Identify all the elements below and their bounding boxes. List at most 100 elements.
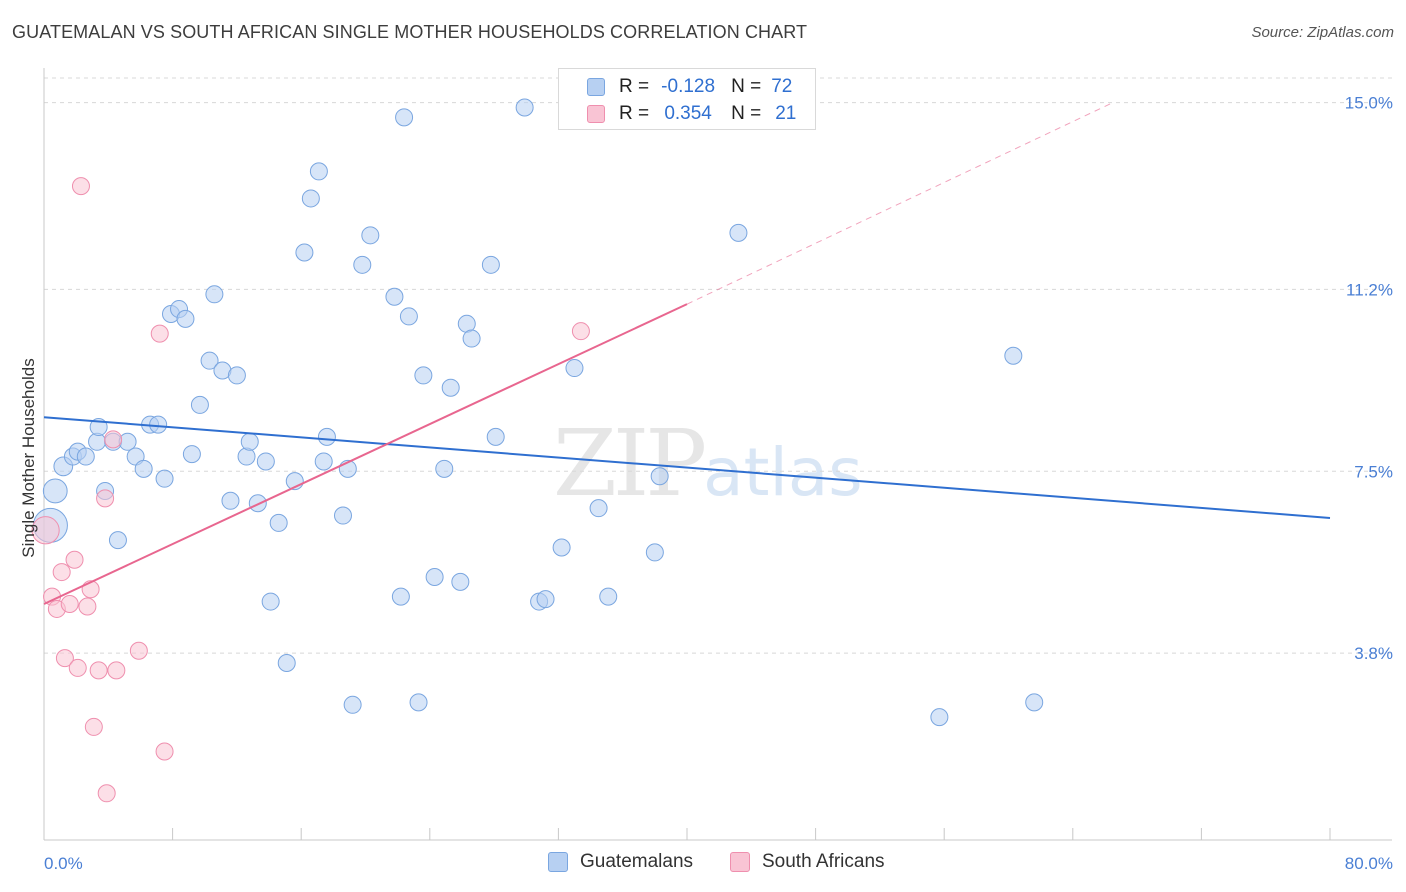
data-point-south-africans xyxy=(104,430,123,449)
series-south-africans xyxy=(31,177,590,803)
stats-row-guatemalans: R = -0.128 N = 72 xyxy=(559,73,792,101)
r-value: -0.128 xyxy=(661,76,716,97)
data-point-guatemalans xyxy=(200,351,219,370)
data-point-guatemalans xyxy=(441,378,460,397)
n-value: 21 xyxy=(775,103,797,124)
legend-item-south-africans: South Africans xyxy=(730,851,885,873)
legend-label-guatemalans: Guatemalans xyxy=(580,851,694,872)
data-point-guatemalans xyxy=(361,226,380,245)
x-tick-label: 80.0% xyxy=(1345,854,1393,873)
data-point-guatemalans xyxy=(391,587,410,606)
legend-swatch-blue xyxy=(548,852,568,872)
data-point-south-africans xyxy=(55,649,74,668)
stats-legend: R = -0.128 N = 72 R = 0.354 N = 21 xyxy=(558,68,816,130)
data-point-south-africans xyxy=(65,550,84,569)
legend-swatch-pink xyxy=(587,105,605,123)
n-label: N = xyxy=(731,103,762,124)
data-point-guatemalans xyxy=(565,359,584,378)
y-tick-labels: 3.8% 7.5% 11.2% 15.0% xyxy=(1345,94,1393,664)
trend-line-guatemalans xyxy=(43,416,1331,519)
x-tick-labels: 0.0% 80.0% xyxy=(44,854,1393,873)
r-label: R = xyxy=(619,103,650,124)
data-point-guatemalans xyxy=(552,538,571,557)
series-guatemalans xyxy=(32,98,1044,727)
data-point-guatemalans xyxy=(269,513,288,532)
data-point-guatemalans xyxy=(149,415,168,434)
watermark: ZIPatlas xyxy=(553,410,863,517)
data-point-guatemalans xyxy=(435,459,454,478)
n-label: N = xyxy=(731,76,762,97)
data-point-south-africans xyxy=(52,563,71,582)
data-point-south-africans xyxy=(68,658,87,677)
source-label: Source: ZipAtlas.com xyxy=(1251,24,1394,41)
data-point-guatemalans xyxy=(481,255,500,274)
data-point-guatemalans xyxy=(395,108,414,127)
trend-lines xyxy=(43,102,1331,605)
chart-title: GUATEMALAN VS SOUTH AFRICAN SINGLE MOTHE… xyxy=(12,22,808,42)
data-point-guatemalans xyxy=(256,452,275,471)
data-point-south-africans xyxy=(150,324,169,343)
data-point-south-africans xyxy=(155,742,174,761)
stats-row-south-africans: R = 0.354 N = 21 xyxy=(559,100,796,128)
data-point-guatemalans xyxy=(589,499,608,518)
data-point-guatemalans xyxy=(645,543,664,562)
data-point-guatemalans xyxy=(176,309,195,328)
data-point-guatemalans xyxy=(414,366,433,385)
data-point-guatemalans xyxy=(134,459,153,478)
legend-swatch-pink xyxy=(730,852,750,872)
x-tick-label: 0.0% xyxy=(44,854,83,873)
watermark-atlas: atlas xyxy=(703,434,863,511)
data-point-guatemalans xyxy=(486,427,505,446)
data-point-guatemalans xyxy=(261,592,280,611)
data-point-guatemalans xyxy=(409,693,428,712)
data-point-guatemalans xyxy=(451,572,470,591)
axes xyxy=(43,68,1392,841)
data-point-south-africans xyxy=(96,489,115,508)
legend-swatch-blue xyxy=(587,78,605,96)
legend-label-south-africans: South Africans xyxy=(762,851,885,872)
data-point-south-africans xyxy=(107,661,126,680)
data-point-guatemalans xyxy=(314,452,333,471)
r-label: R = xyxy=(619,76,650,97)
data-point-guatemalans xyxy=(295,243,314,262)
data-point-guatemalans xyxy=(425,567,444,586)
data-point-guatemalans xyxy=(182,445,201,464)
data-point-guatemalans xyxy=(650,467,669,486)
data-point-guatemalans xyxy=(108,531,127,550)
data-point-south-africans xyxy=(84,717,103,736)
data-point-south-africans xyxy=(89,661,108,680)
legend-item-guatemalans: Guatemalans xyxy=(548,851,693,873)
data-point-guatemalans xyxy=(190,395,209,414)
y-tick-label: 7.5% xyxy=(1354,462,1393,481)
data-point-guatemalans xyxy=(515,98,534,117)
data-point-guatemalans xyxy=(536,590,555,609)
data-point-guatemalans xyxy=(227,366,246,385)
y-tick-label: 11.2% xyxy=(1346,280,1393,299)
data-point-guatemalans xyxy=(462,329,481,348)
r-value: 0.354 xyxy=(664,103,712,124)
trend-line-south-africans xyxy=(43,303,688,605)
y-axis-label: Single Mother Households xyxy=(19,358,38,557)
data-point-guatemalans xyxy=(317,427,336,446)
data-point-south-africans xyxy=(71,177,90,196)
y-tick-label: 3.8% xyxy=(1354,644,1393,663)
data-point-guatemalans xyxy=(277,654,296,673)
data-point-guatemalans xyxy=(729,223,748,242)
data-point-guatemalans xyxy=(240,432,259,451)
data-point-guatemalans xyxy=(385,287,404,306)
n-value: 72 xyxy=(771,76,793,97)
y-tick-label: 15.0% xyxy=(1345,94,1393,113)
data-point-guatemalans xyxy=(76,447,95,466)
data-point-south-africans xyxy=(60,595,79,614)
data-point-guatemalans xyxy=(237,447,256,466)
data-point-guatemalans xyxy=(399,307,418,326)
data-point-guatemalans xyxy=(155,469,174,488)
data-point-guatemalans xyxy=(1025,693,1044,712)
data-point-south-africans xyxy=(97,784,116,803)
data-point-guatemalans xyxy=(221,491,240,510)
grid-lines xyxy=(44,77,1392,654)
data-point-guatemalans xyxy=(930,708,949,727)
data-point-guatemalans xyxy=(333,506,352,525)
series-legend: Guatemalans South Africans xyxy=(0,851,1406,879)
